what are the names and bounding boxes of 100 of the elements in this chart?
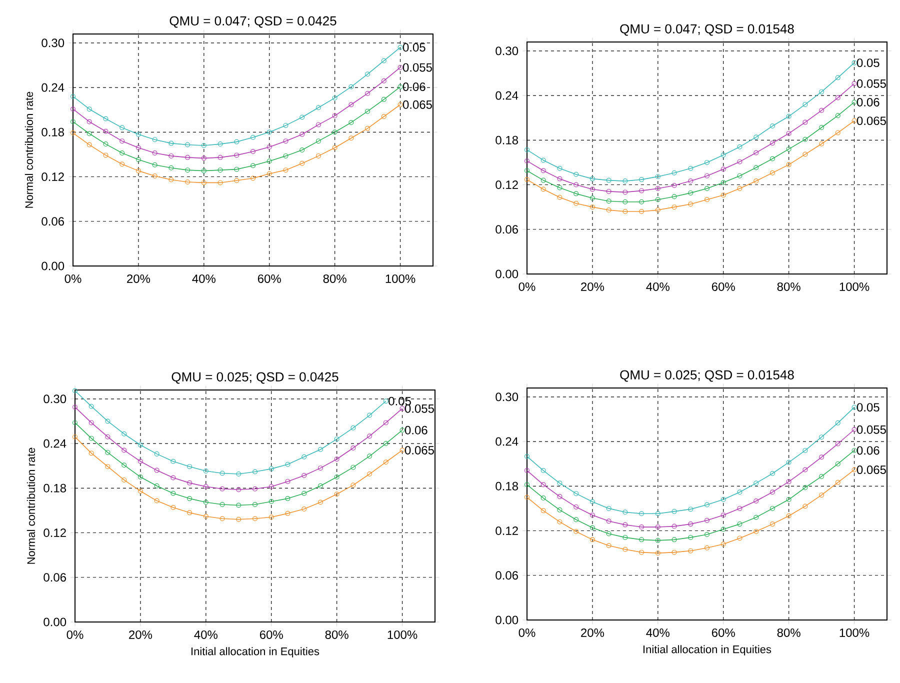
point [574, 172, 579, 177]
point [590, 525, 595, 530]
point [590, 196, 595, 201]
point [252, 502, 258, 507]
point [720, 526, 726, 532]
point [136, 145, 141, 150]
point [786, 497, 792, 502]
point [120, 150, 125, 156]
series-label: 0.055 [402, 63, 432, 72]
y-tick-label: 0.30 [496, 392, 518, 402]
point [300, 132, 305, 137]
point [365, 72, 370, 77]
x-axis-title: Initial allocation in Equities [192, 647, 320, 658]
point [86, 106, 92, 112]
point [802, 485, 808, 490]
point [590, 499, 595, 504]
point [367, 454, 372, 459]
point [266, 144, 272, 150]
x-tick-label: 20% [581, 282, 604, 291]
x-tick-label: 60% [712, 282, 735, 291]
point [574, 200, 579, 206]
point [283, 138, 288, 144]
point [218, 168, 223, 173]
point [639, 550, 644, 555]
y-tick-label: 0.18 [496, 482, 518, 490]
series-label: 0.065 [404, 446, 434, 454]
point [103, 128, 108, 134]
x-tick-label: 60% [260, 630, 283, 639]
point [120, 138, 125, 144]
point [285, 496, 290, 502]
point [316, 153, 321, 158]
point [201, 168, 206, 174]
point [737, 490, 742, 495]
point [688, 178, 694, 184]
point [574, 504, 579, 510]
point [770, 156, 775, 162]
point [557, 519, 562, 524]
point [88, 420, 94, 426]
point [540, 468, 546, 474]
point [672, 508, 677, 514]
point [220, 486, 225, 492]
point [236, 472, 242, 477]
series-label: 0.065 [402, 100, 432, 109]
y-tick-label: 0.12 [42, 172, 64, 181]
point [220, 516, 225, 522]
point [704, 545, 710, 550]
series-label: 0.05 [856, 58, 880, 68]
y-tick-label: 0.00 [44, 618, 66, 626]
point [557, 166, 562, 171]
point [819, 434, 824, 440]
point [672, 183, 677, 188]
point [590, 204, 595, 210]
point [334, 474, 340, 480]
point [688, 534, 694, 540]
point [590, 512, 595, 518]
point [86, 142, 92, 148]
point [639, 209, 644, 214]
point [819, 492, 824, 498]
point [786, 130, 792, 136]
point [540, 178, 546, 183]
y-tick-label: 0.06 [42, 217, 64, 226]
point [236, 502, 242, 508]
x-tick-label: 40% [194, 630, 218, 639]
point [655, 550, 660, 556]
point [348, 136, 354, 141]
y-tick-label: 0.12 [496, 180, 518, 189]
point [557, 480, 562, 486]
point [574, 191, 579, 196]
point [332, 95, 338, 100]
point [786, 513, 792, 518]
x-tick-label: 80% [323, 274, 346, 283]
point [606, 531, 612, 536]
point [639, 177, 644, 182]
x-tick-label: 0% [518, 282, 536, 291]
point [622, 199, 628, 204]
point [606, 198, 612, 204]
y-tick-label: 0.24 [44, 439, 66, 448]
point [285, 478, 290, 484]
x-tick-label: 60% [712, 628, 735, 637]
point [639, 511, 644, 516]
point [574, 491, 579, 496]
point [318, 500, 323, 505]
point [218, 180, 223, 186]
point [639, 188, 644, 194]
y-tick-label: 0.06 [44, 573, 66, 582]
point [835, 461, 840, 466]
point [557, 185, 562, 190]
point [283, 122, 288, 128]
point [622, 510, 628, 515]
point [234, 178, 240, 183]
point [835, 75, 840, 80]
point [170, 490, 176, 496]
point [105, 464, 110, 470]
point [672, 194, 677, 200]
point [819, 108, 824, 113]
point [557, 507, 562, 512]
point [250, 163, 256, 168]
point [688, 166, 694, 171]
point [590, 176, 595, 182]
point [540, 186, 546, 192]
